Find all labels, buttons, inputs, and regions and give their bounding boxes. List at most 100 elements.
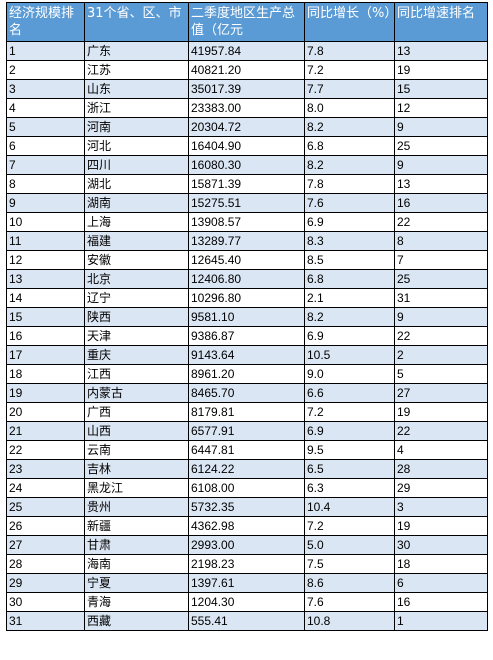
cell-province: 湖南 <box>84 193 189 213</box>
cell-growth-rank: 8 <box>394 231 488 251</box>
cell-growth-rank: 28 <box>394 459 488 479</box>
cell-province: 新疆 <box>84 516 189 536</box>
cell-growth-rank: 7 <box>394 250 488 270</box>
cell-gdp: 15275.51 <box>188 193 305 213</box>
cell-province: 辽宁 <box>84 288 189 308</box>
cell-growth-rank: 25 <box>394 269 488 289</box>
table-row: 4 浙江 23383.00 8.0 12 <box>6 98 488 118</box>
cell-province: 内蒙古 <box>84 383 189 403</box>
table-row: 2 江苏 40821.20 7.2 19 <box>6 60 488 80</box>
cell-growth: 9.5 <box>304 440 395 460</box>
cell-gdp: 8465.70 <box>188 383 305 403</box>
cell-rank: 25 <box>6 497 85 517</box>
cell-growth: 8.5 <box>304 250 395 270</box>
cell-gdp: 13908.57 <box>188 212 305 232</box>
cell-growth: 6.9 <box>304 212 395 232</box>
cell-gdp: 6577.91 <box>188 421 305 441</box>
cell-gdp: 9581.10 <box>188 307 305 327</box>
cell-rank: 20 <box>6 402 85 422</box>
cell-gdp: 23383.00 <box>188 98 305 118</box>
cell-gdp: 35017.39 <box>188 79 305 99</box>
cell-gdp: 9386.87 <box>188 326 305 346</box>
table-row: 25 贵州 5732.35 10.4 3 <box>6 497 488 517</box>
cell-province: 浙江 <box>84 98 189 118</box>
table-row: 17 重庆 9143.64 10.5 2 <box>6 345 488 365</box>
cell-rank: 22 <box>6 440 85 460</box>
cell-gdp: 5732.35 <box>188 497 305 517</box>
cell-rank: 29 <box>6 573 85 593</box>
cell-growth: 8.2 <box>304 117 395 137</box>
table-row: 7 四川 16080.30 8.2 9 <box>6 155 488 175</box>
cell-gdp: 13289.77 <box>188 231 305 251</box>
cell-gdp: 40821.20 <box>188 60 305 80</box>
cell-growth: 10.4 <box>304 497 395 517</box>
table-row: 23 吉林 6124.22 6.5 28 <box>6 459 488 479</box>
cell-growth-rank: 22 <box>394 326 488 346</box>
cell-growth-rank: 2 <box>394 345 488 365</box>
table-row: 12 安徽 12645.40 8.5 7 <box>6 250 488 270</box>
cell-province: 山西 <box>84 421 189 441</box>
table-row: 20 广西 8179.81 7.2 19 <box>6 402 488 422</box>
cell-growth-rank: 16 <box>394 193 488 213</box>
cell-growth-rank: 13 <box>394 41 488 61</box>
cell-province: 黑龙江 <box>84 478 189 498</box>
cell-rank: 15 <box>6 307 85 327</box>
cell-growth-rank: 22 <box>394 212 488 232</box>
header-growth: 同比增长（%） <box>304 2 395 42</box>
cell-growth-rank: 6 <box>394 573 488 593</box>
table-header: 经济规模排名 31个省、区、市 二季度地区生产总值（亿元 同比增长（%） 同比增… <box>6 2 488 42</box>
cell-gdp: 16080.30 <box>188 155 305 175</box>
cell-growth: 7.8 <box>304 174 395 194</box>
cell-rank: 16 <box>6 326 85 346</box>
cell-province: 宁夏 <box>84 573 189 593</box>
cell-gdp: 12406.80 <box>188 269 305 289</box>
header-gdp: 二季度地区生产总值（亿元 <box>188 2 305 42</box>
cell-province: 海南 <box>84 554 189 574</box>
table-row: 18 江西 8961.20 9.0 5 <box>6 364 488 384</box>
cell-rank: 5 <box>6 117 85 137</box>
cell-growth: 7.2 <box>304 402 395 422</box>
cell-province: 福建 <box>84 231 189 251</box>
cell-growth: 6.8 <box>304 269 395 289</box>
cell-province: 陕西 <box>84 307 189 327</box>
cell-rank: 23 <box>6 459 85 479</box>
table-row: 5 河南 20304.72 8.2 9 <box>6 117 488 137</box>
cell-growth-rank: 15 <box>394 79 488 99</box>
cell-growth-rank: 12 <box>394 98 488 118</box>
cell-growth-rank: 9 <box>394 155 488 175</box>
cell-rank: 6 <box>6 136 85 156</box>
cell-province: 湖北 <box>84 174 189 194</box>
cell-province: 江苏 <box>84 60 189 80</box>
cell-growth: 6.9 <box>304 326 395 346</box>
cell-gdp: 10296.80 <box>188 288 305 308</box>
cell-gdp: 1397.61 <box>188 573 305 593</box>
cell-growth-rank: 22 <box>394 421 488 441</box>
cell-province: 江西 <box>84 364 189 384</box>
cell-growth-rank: 18 <box>394 554 488 574</box>
table-row: 3 山东 35017.39 7.7 15 <box>6 79 488 99</box>
cell-rank: 13 <box>6 269 85 289</box>
cell-province: 天津 <box>84 326 189 346</box>
table-row: 15 陕西 9581.10 8.2 9 <box>6 307 488 327</box>
cell-rank: 7 <box>6 155 85 175</box>
table-row: 27 甘肃 2993.00 5.0 30 <box>6 535 488 555</box>
cell-rank: 21 <box>6 421 85 441</box>
table-row: 22 云南 6447.81 9.5 4 <box>6 440 488 460</box>
cell-rank: 8 <box>6 174 85 194</box>
cell-growth-rank: 19 <box>394 516 488 536</box>
cell-growth: 8.2 <box>304 307 395 327</box>
cell-province: 重庆 <box>84 345 189 365</box>
cell-gdp: 8961.20 <box>188 364 305 384</box>
cell-growth: 6.9 <box>304 421 395 441</box>
cell-province: 河南 <box>84 117 189 137</box>
cell-growth-rank: 16 <box>394 592 488 612</box>
cell-rank: 1 <box>6 41 85 61</box>
cell-rank: 17 <box>6 345 85 365</box>
cell-growth-rank: 9 <box>394 117 488 137</box>
table-body: 1 广东 41957.84 7.8 13 2 江苏 40821.20 7.2 19 3 山东 35017… <box>6 41 488 631</box>
cell-gdp: 8179.81 <box>188 402 305 422</box>
cell-growth: 8.3 <box>304 231 395 251</box>
cell-rank: 26 <box>6 516 85 536</box>
cell-growth: 7.6 <box>304 193 395 213</box>
cell-gdp: 6124.22 <box>188 459 305 479</box>
